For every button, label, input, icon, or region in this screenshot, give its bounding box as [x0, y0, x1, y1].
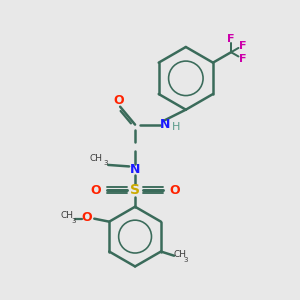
Text: S: S — [130, 183, 140, 197]
Text: O: O — [82, 211, 92, 224]
Text: N: N — [130, 163, 140, 176]
Text: F: F — [239, 40, 246, 51]
Text: CH: CH — [90, 154, 103, 163]
Text: O: O — [113, 94, 124, 107]
Text: 3: 3 — [104, 160, 108, 166]
Text: F: F — [227, 34, 235, 44]
Text: F: F — [239, 54, 246, 64]
Text: CH: CH — [60, 211, 73, 220]
Text: CH: CH — [173, 250, 187, 259]
Text: 3: 3 — [71, 218, 76, 224]
Text: H: H — [172, 122, 181, 132]
Text: O: O — [169, 184, 180, 197]
Text: 3: 3 — [184, 257, 188, 263]
Text: O: O — [90, 184, 101, 197]
Text: N: N — [160, 118, 170, 131]
